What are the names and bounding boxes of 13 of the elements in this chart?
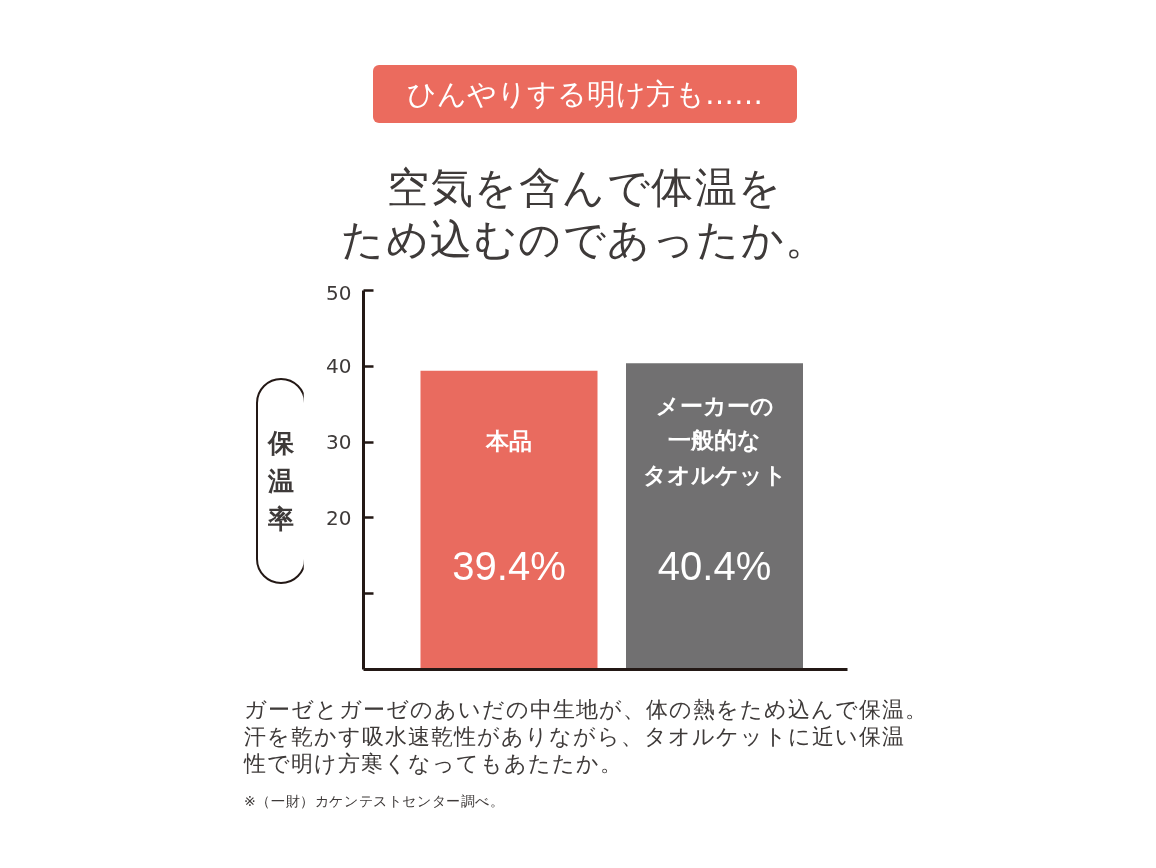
y-tick-label: 40 xyxy=(326,354,352,379)
y-tick-label: 20 xyxy=(326,505,352,530)
x-tick-label: 本品 xyxy=(485,427,532,454)
data-label: 39.4% xyxy=(452,543,566,588)
y-tick-label: 50 xyxy=(326,280,352,305)
y-axis-title: 保温率 xyxy=(267,427,295,536)
y-tick-label: 30 xyxy=(326,430,352,455)
x-tick-label: メーカーの一般的なタオルケット xyxy=(642,393,787,488)
chart-subtitle: 空気を含んで体温をため込むのであったか。 xyxy=(341,162,829,266)
data-label: 40.4% xyxy=(657,543,772,588)
text: ※（一財）カケンテストセンター調べ。 xyxy=(244,792,505,810)
chart-title: ひんやりする明け方も…… xyxy=(373,65,797,123)
text: ガーゼとガーゼのあいだの中生地が、体の熱をため込んで保温。汗を乾かす吸水速乾性がありながら、タオルケットに近い保温性で明け方寒くなってもあたたか。 xyxy=(244,696,928,777)
